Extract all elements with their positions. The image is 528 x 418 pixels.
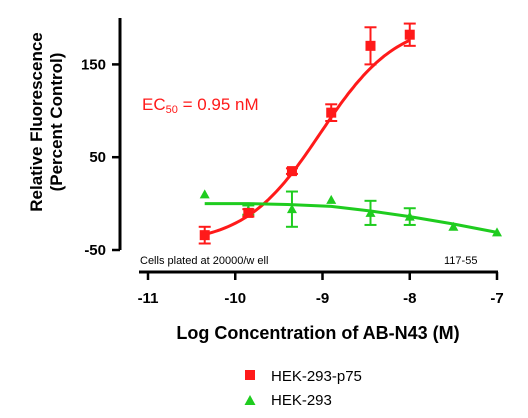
hek293-data-point — [365, 207, 376, 217]
x-axis-title: Log Concentration of AB-N43 (M) — [176, 323, 459, 343]
ec50-annotation: EC50 = 0.95 nM — [142, 95, 259, 116]
legend-label-hek293-p75: HEK-293-p75 — [271, 368, 362, 385]
hek293-fit-curve — [204, 202, 498, 234]
ec50-value: = 0.95 nM — [178, 95, 259, 114]
experiment-code: 117-55 — [444, 255, 477, 267]
y-tick-label: 150 — [81, 56, 106, 73]
hek293-p75-data-point — [326, 107, 337, 118]
legend-label-hek293: HEK-293 — [271, 392, 332, 409]
y-axis-title-line2: (Percent Control) — [47, 53, 66, 192]
y-tick-label: -50 — [84, 242, 106, 259]
legend-item-hek293: HEK-293 — [244, 392, 332, 409]
x-tick-label: -7 — [490, 290, 503, 307]
ec50-subscript: 50 — [166, 104, 178, 116]
x-tick-label: -9 — [316, 290, 329, 307]
hek293-p75-data-point — [404, 29, 415, 40]
ec50-prefix: EC — [142, 95, 166, 114]
hek293-data-point — [492, 227, 502, 237]
plot-area — [198, 22, 502, 245]
hek293-data-point — [326, 194, 337, 204]
legend-item-hek293-p75: HEK-293-p75 — [245, 368, 362, 385]
hek293-data-point — [286, 204, 297, 214]
hek293-data-point — [404, 211, 415, 221]
y-axis-title-line1: Relative Fluorescence — [27, 32, 46, 212]
x-tick-label: -8 — [403, 290, 416, 307]
legend: HEK-293-p75 HEK-293 — [244, 368, 362, 409]
hek293-p75-data-point — [243, 207, 254, 218]
y-tick-label: 50 — [89, 149, 106, 166]
hek293-data-point — [199, 189, 210, 199]
triangle-marker-icon — [244, 395, 256, 405]
hek293-p75-data-point — [286, 166, 297, 177]
x-axis-ticks: -11 -10 -9 -8 -7 — [138, 272, 504, 307]
hek293-data-point — [448, 221, 459, 231]
square-marker-icon — [245, 370, 255, 380]
x-tick-label: -11 — [138, 290, 159, 307]
hek293-p75-data-point — [199, 230, 210, 241]
y-axis-ticks: -50 50 150 — [81, 56, 120, 259]
x-tick-label: -10 — [224, 290, 246, 307]
plating-note: Cells plated at 20000/w ell — [140, 255, 268, 267]
hek293-p75-data-point — [365, 40, 376, 51]
